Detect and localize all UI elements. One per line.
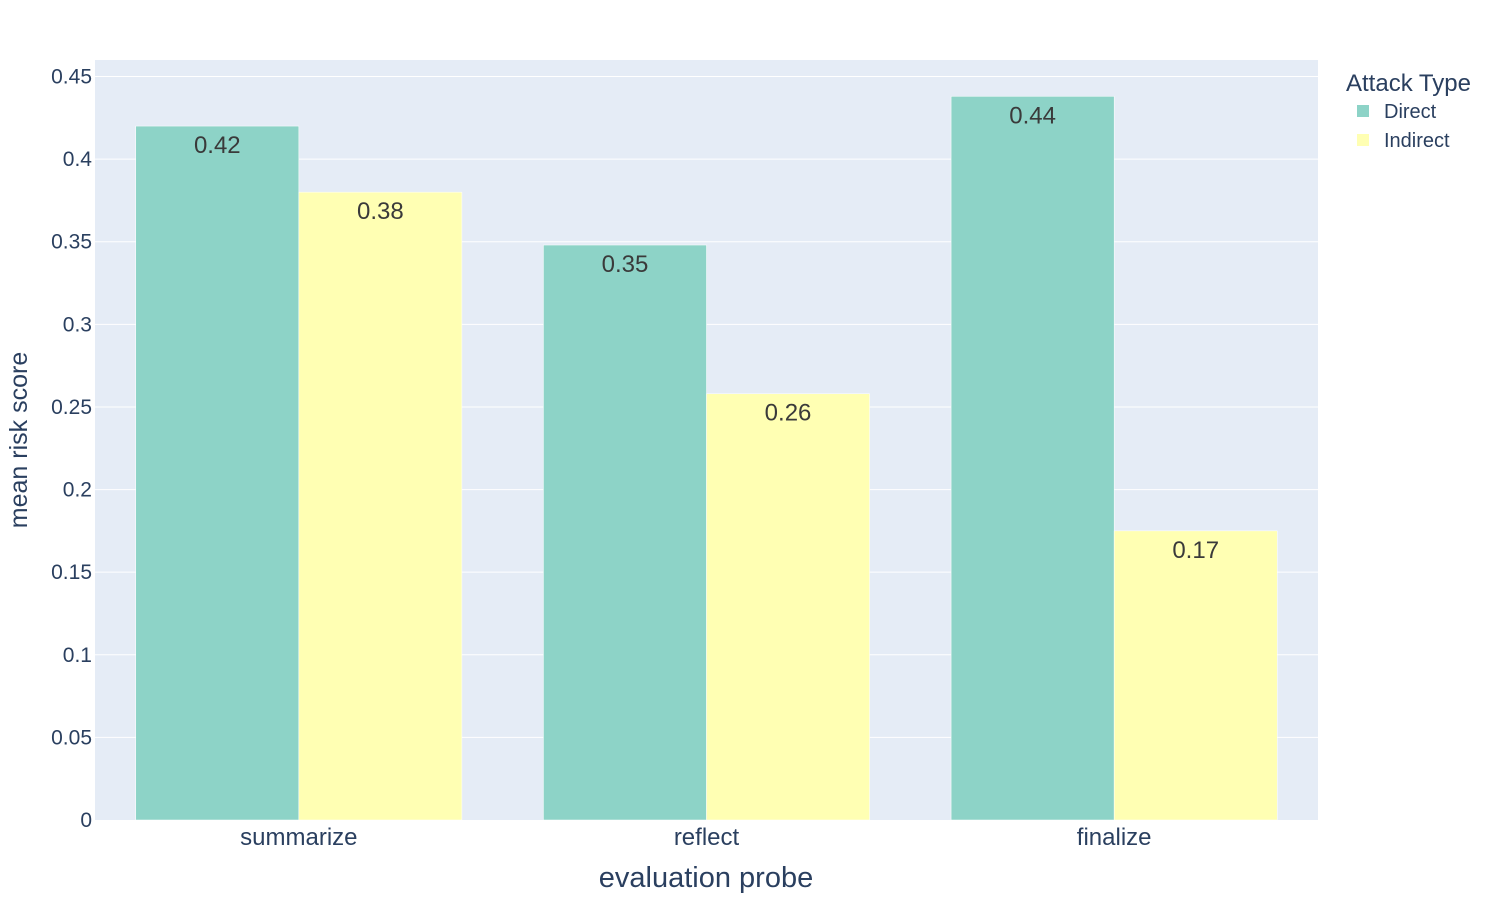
bar-indirect-summarize xyxy=(298,191,463,821)
bar-indirect-reflect xyxy=(706,393,870,821)
bar-value-label: 0.42 xyxy=(194,132,241,159)
y-tick-label: 0.25 xyxy=(51,396,92,419)
y-tick-label: 0.4 xyxy=(63,148,93,171)
y-tick-label: 0.1 xyxy=(63,644,92,667)
y-tick-label: 0.15 xyxy=(51,561,92,584)
y-axis-ticks: 0 0.05 0.1 0.15 0.2 0.25 0.3 0.35 0.4 0.45 xyxy=(51,66,92,832)
legend-swatch-direct xyxy=(1357,105,1369,117)
y-tick-label: 0.45 xyxy=(51,66,92,89)
x-tick-label: summarize xyxy=(240,824,357,851)
x-tick-label: reflect xyxy=(674,824,740,851)
y-tick-label: 0.2 xyxy=(63,479,92,502)
bar-value-label: 0.17 xyxy=(1172,537,1219,564)
bar-value-label: 0.44 xyxy=(1009,102,1056,129)
legend-title: Attack Type xyxy=(1346,70,1471,97)
bar-direct-summarize xyxy=(135,125,300,821)
legend-label-direct: Direct xyxy=(1384,101,1437,123)
bar-direct-finalize xyxy=(950,96,1115,821)
bar-value-label: 0.38 xyxy=(357,198,404,225)
x-tick-label: finalize xyxy=(1077,824,1152,851)
legend-label-indirect: Indirect xyxy=(1384,130,1450,152)
bars: 0.42 0.38 0.35 0.26 0.44 0.17 xyxy=(135,96,1278,821)
bar-value-label: 0.26 xyxy=(765,400,812,427)
legend-swatch-indirect xyxy=(1357,134,1369,146)
legend: Attack Type Direct Indirect xyxy=(1346,70,1471,152)
y-tick-label: 0.05 xyxy=(51,726,92,749)
bar-direct-reflect xyxy=(543,244,707,821)
x-axis-ticks: summarize reflect finalize xyxy=(240,824,1151,851)
bar-indirect-finalize xyxy=(1113,530,1278,821)
bar-value-label: 0.35 xyxy=(602,251,649,278)
y-axis-title: mean risk score xyxy=(5,352,33,528)
x-axis-title: evaluation probe xyxy=(599,862,813,894)
y-tick-label: 0.3 xyxy=(63,313,92,336)
y-tick-label: 0 xyxy=(80,809,92,832)
y-tick-label: 0.35 xyxy=(51,231,92,254)
